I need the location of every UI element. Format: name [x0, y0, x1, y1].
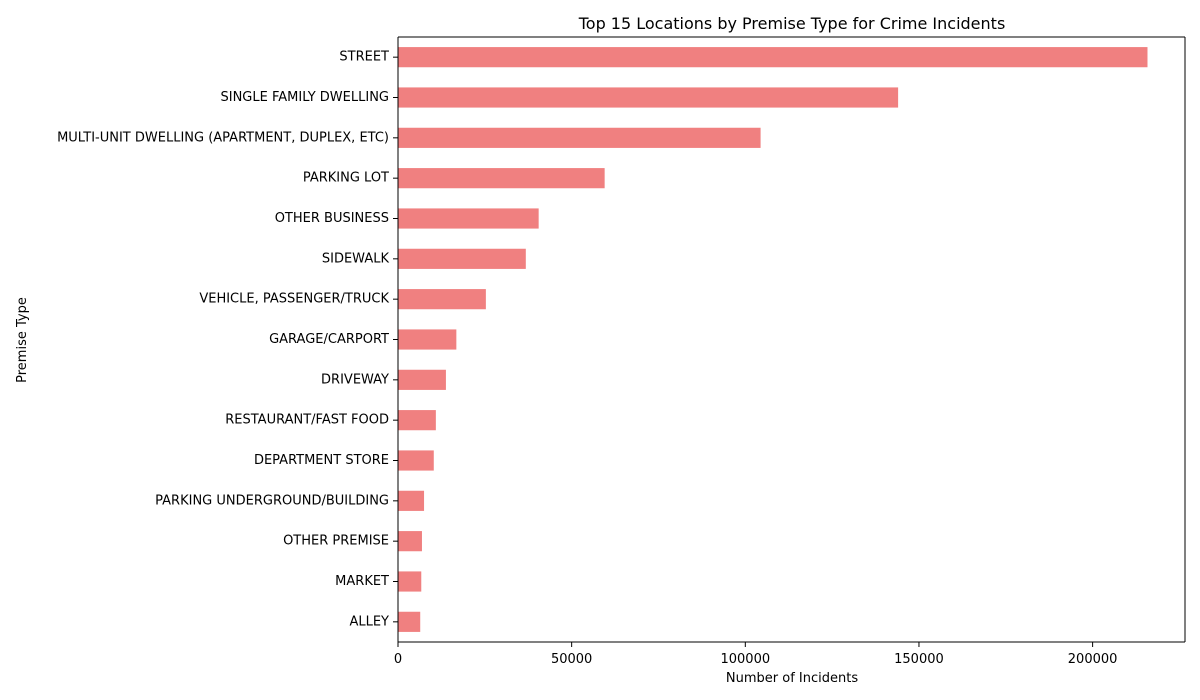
bar-2 [398, 87, 899, 108]
y-tick-label: RESTAURANT/FAST FOOD [225, 413, 389, 428]
bar-13 [398, 531, 422, 552]
bars-group [398, 47, 1148, 632]
y-tick-label: ALLEY [349, 614, 389, 629]
y-axis-ticks: STREET SINGLE FAMILY DWELLING MULTI-UNIT D… [57, 50, 398, 629]
y-tick-label: GARAGE/CARPORT [269, 332, 389, 347]
bar-12 [398, 490, 425, 511]
bar-8 [398, 329, 457, 350]
x-tick-label: 150000 [894, 652, 944, 667]
y-axis-label: Premise Type [15, 297, 30, 383]
y-tick-label: VEHICLE, PASSENGER/TRUCK [199, 292, 389, 307]
y-tick-label: DRIVEWAY [321, 372, 389, 387]
bar-4 [398, 168, 605, 189]
bar-11 [398, 450, 434, 471]
y-tick-label: SIDEWALK [322, 251, 390, 266]
bar-7 [398, 289, 486, 310]
y-tick-label: STREET [339, 50, 389, 65]
bar-9 [398, 369, 446, 390]
x-axis-label: Number of Incidents [726, 671, 858, 686]
x-tick-label: 50000 [551, 652, 592, 667]
x-tick-label: 100000 [720, 652, 770, 667]
y-tick-label: PARKING LOT [303, 171, 389, 186]
y-tick-label: DEPARTMENT STORE [254, 453, 389, 468]
bar-3 [398, 127, 761, 148]
x-axis-ticks: 0 50000 100000 150000 200000 [394, 642, 1118, 667]
y-tick-label: MULTI-UNIT DWELLING (APARTMENT, DUPLEX, … [57, 130, 389, 145]
y-tick-label: SINGLE FAMILY DWELLING [221, 90, 390, 105]
bar-15 [398, 611, 421, 632]
bar-10 [398, 410, 436, 431]
y-tick-label: PARKING UNDERGROUND/BUILDING [155, 493, 389, 508]
y-tick-label: MARKET [335, 574, 389, 589]
x-tick-label: 0 [394, 652, 402, 667]
y-tick-label: OTHER BUSINESS [275, 211, 389, 226]
y-tick-label: OTHER PREMISE [283, 534, 389, 549]
chart-title: Top 15 Locations by Premise Type for Cri… [578, 14, 1006, 33]
bar-14 [398, 571, 422, 592]
x-tick-label: 200000 [1068, 652, 1118, 667]
bar-6 [398, 248, 526, 269]
bar-1 [398, 47, 1148, 68]
bar-5 [398, 208, 539, 229]
